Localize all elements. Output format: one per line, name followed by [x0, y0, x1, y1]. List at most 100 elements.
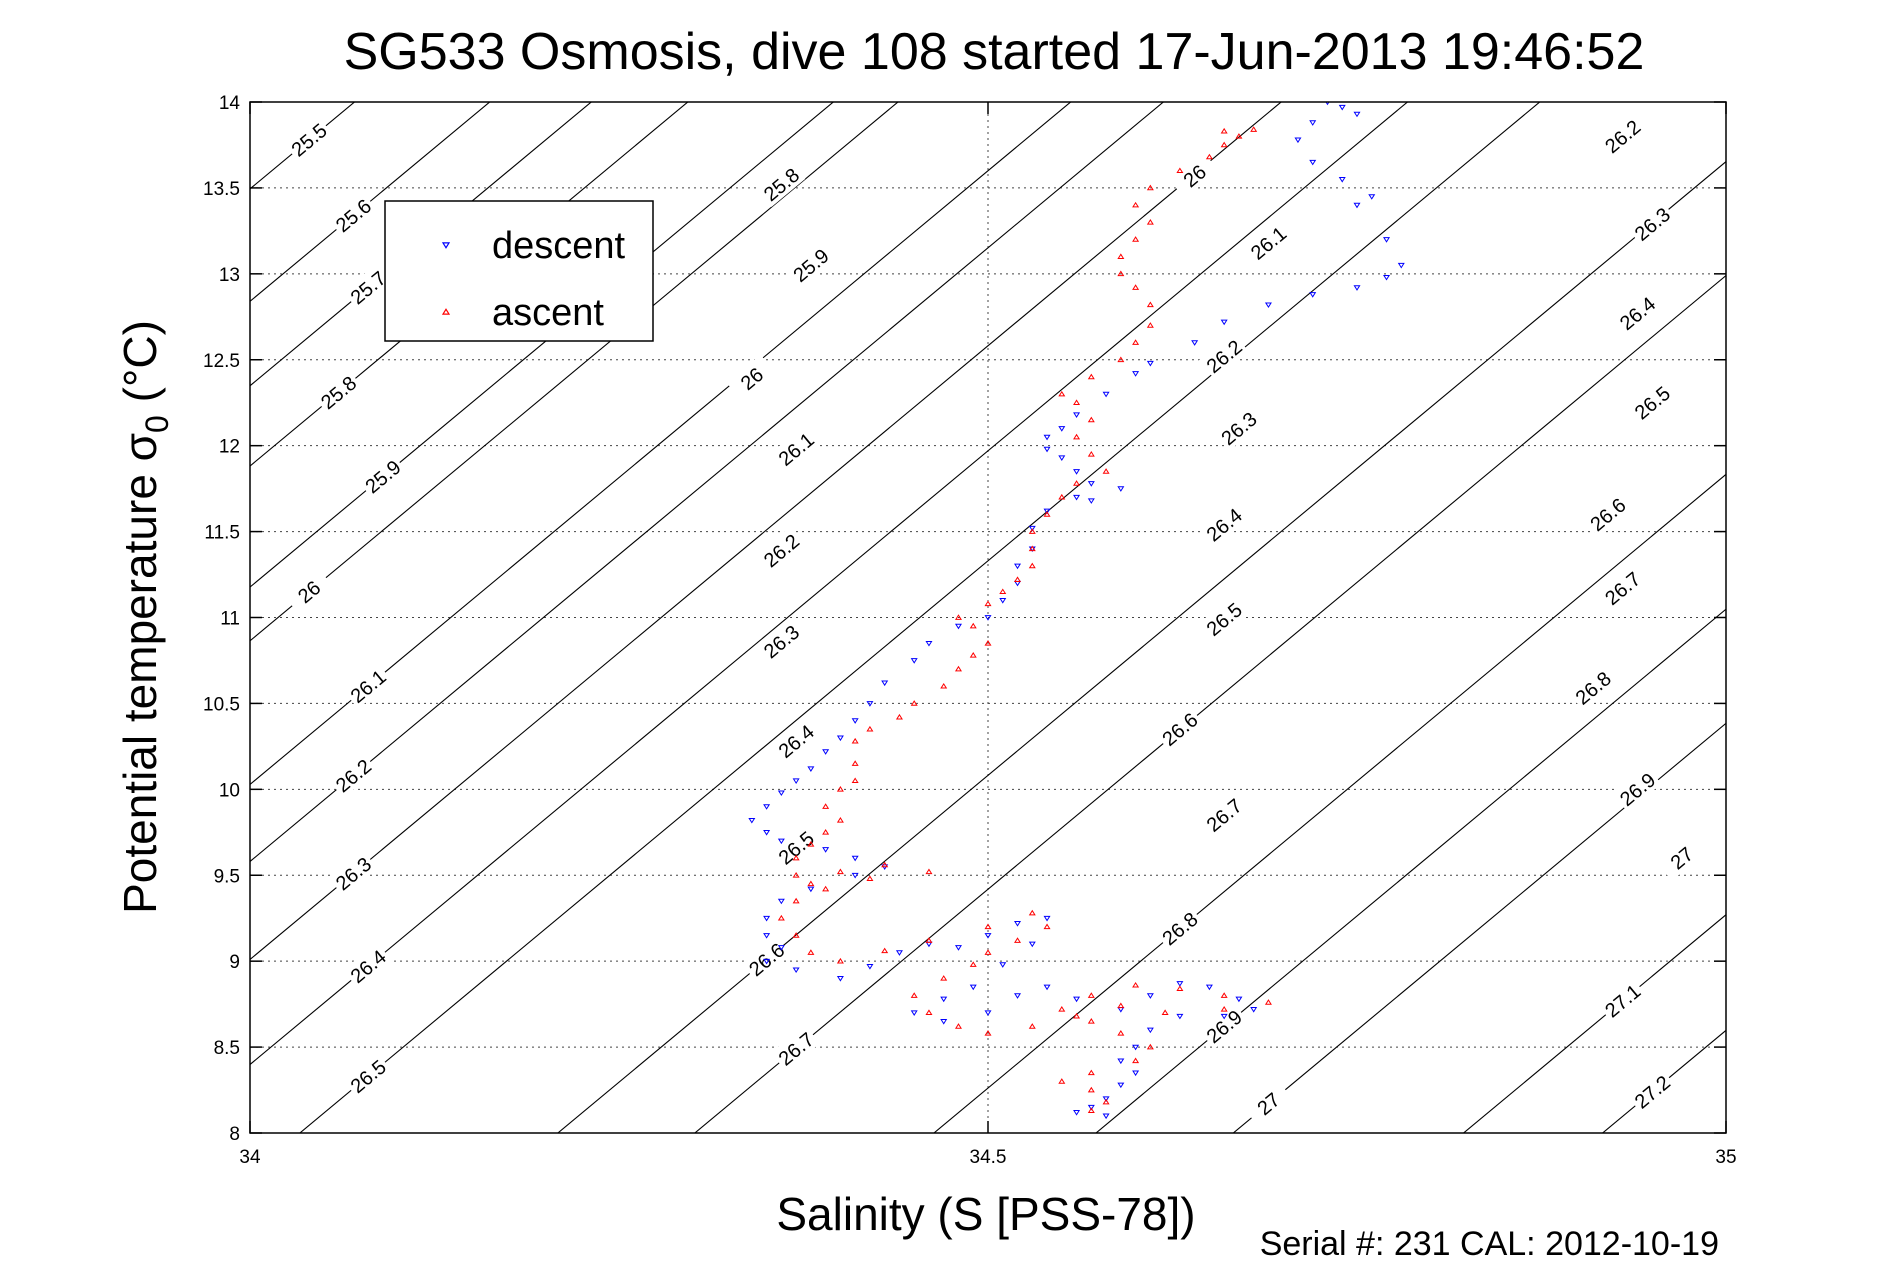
y-tick-label: 14	[219, 93, 241, 114]
isopycnal-line	[250, 102, 835, 588]
descent-point	[1102, 1113, 1110, 1120]
ascent-point	[1028, 1023, 1036, 1029]
descent-point	[1191, 340, 1199, 346]
descent-point	[1043, 446, 1051, 453]
y-tick-label: 9.5	[214, 866, 240, 887]
ascent-point	[777, 914, 785, 921]
ascent-point	[1117, 356, 1125, 363]
contour-label-bg	[1612, 765, 1662, 812]
isopycnal-line	[250, 102, 1072, 786]
ascent-point	[1146, 184, 1154, 191]
ascent-point	[1087, 450, 1095, 457]
contour-label-bg	[1213, 404, 1263, 452]
ascent-point	[1014, 937, 1022, 943]
ascent-point	[1087, 1086, 1095, 1093]
ascent-point	[792, 871, 800, 878]
descent-point	[1014, 993, 1022, 999]
ascent-point	[881, 861, 889, 868]
ascent-point	[1058, 493, 1066, 500]
ascent-point	[1014, 576, 1022, 583]
contour-label-bg	[328, 849, 378, 897]
contour-label-bg	[1169, 151, 1219, 199]
ascent-point	[1102, 468, 1110, 474]
ascent-point	[792, 932, 800, 938]
descent-point	[1043, 984, 1051, 991]
ascent-point	[969, 652, 977, 658]
isopycnal-line	[250, 102, 1165, 863]
descent-point	[1043, 508, 1051, 515]
descent-point	[999, 597, 1007, 604]
descent-point	[1146, 360, 1154, 367]
descent-point	[1220, 319, 1228, 326]
data-points	[748, 102, 1405, 1120]
descent-point	[866, 964, 874, 970]
descent-point	[1309, 120, 1317, 126]
legend: descent ascent	[384, 200, 654, 342]
descent-point	[1176, 1013, 1184, 1020]
ascent-point	[984, 600, 992, 607]
ascent-point	[895, 713, 903, 720]
descent-point	[792, 778, 800, 785]
contour-label-bg	[726, 354, 776, 402]
ascent-point	[836, 957, 844, 964]
ascent-point	[1087, 1018, 1095, 1024]
descent-point	[866, 701, 874, 707]
ascent-point	[1087, 373, 1095, 380]
ascent-point	[1087, 1107, 1095, 1113]
descent-point	[1058, 426, 1066, 432]
contour-label-bg	[1154, 904, 1204, 952]
ascent-point	[1132, 339, 1140, 345]
ascent-point	[1117, 1002, 1125, 1009]
x-tick-labels: 34 34.5 35	[239, 1147, 1736, 1168]
contour-label-bg	[1198, 332, 1249, 379]
ascent-point	[1043, 511, 1051, 517]
legend-marker-descent	[441, 242, 451, 249]
descent-point	[881, 680, 889, 687]
contour-label-bg	[328, 191, 378, 238]
ascent-point	[1117, 270, 1125, 277]
ascent-point	[1117, 1030, 1125, 1036]
descent-point	[851, 855, 859, 862]
descent-point	[954, 623, 962, 630]
ascent-point	[1087, 992, 1095, 998]
contour-label-bg	[770, 425, 821, 472]
ascent-point	[1176, 985, 1184, 991]
ascent-point	[792, 897, 800, 904]
contour-label-bg	[770, 717, 821, 764]
descent-point	[1338, 104, 1346, 111]
ascent-point	[1087, 1069, 1095, 1076]
descent-point	[910, 658, 918, 664]
descent-point	[1220, 1013, 1228, 1020]
contour-label-bg	[1198, 791, 1249, 838]
ascent-point	[1146, 218, 1154, 225]
ascent-point	[851, 777, 859, 784]
chart-title: SG533 Osmosis, dive 108 started 17-Jun-2…	[344, 23, 1645, 81]
ascent-point	[1220, 992, 1228, 998]
contour-label-bg	[342, 942, 393, 989]
contour-label-bg	[342, 1052, 393, 1099]
contour-label-bg	[1198, 500, 1249, 548]
y-axis-label: Potential temperature σ0 (°C)	[114, 320, 175, 914]
ascent-point	[1146, 301, 1154, 308]
isopycnal-line	[299, 102, 1541, 1133]
contour-label-bg	[313, 368, 363, 415]
descent-point	[1043, 915, 1051, 922]
descent-point	[1205, 984, 1213, 991]
ascent-point	[822, 885, 830, 892]
ascent-point	[792, 854, 800, 861]
descent-point	[1014, 563, 1022, 570]
x-tick-label: 34.5	[970, 1147, 1007, 1168]
descent-point	[1235, 996, 1243, 1003]
ascent-point	[1132, 236, 1140, 242]
descent-point	[1028, 941, 1036, 948]
ascent-point	[984, 1030, 992, 1036]
ascent-point	[984, 923, 992, 930]
descent-point	[984, 615, 992, 621]
y-tick-labels: 8 8.5 9 9.5 10 10.5 11 11.5 12 12.5 13 13.5 14	[203, 93, 240, 1145]
descent-point	[777, 790, 785, 797]
descent-point	[836, 976, 844, 982]
ascent-point	[954, 1023, 962, 1029]
y-tick-label: 11.5	[204, 523, 240, 544]
ascent-point	[999, 588, 1007, 595]
descent-point	[954, 945, 962, 951]
